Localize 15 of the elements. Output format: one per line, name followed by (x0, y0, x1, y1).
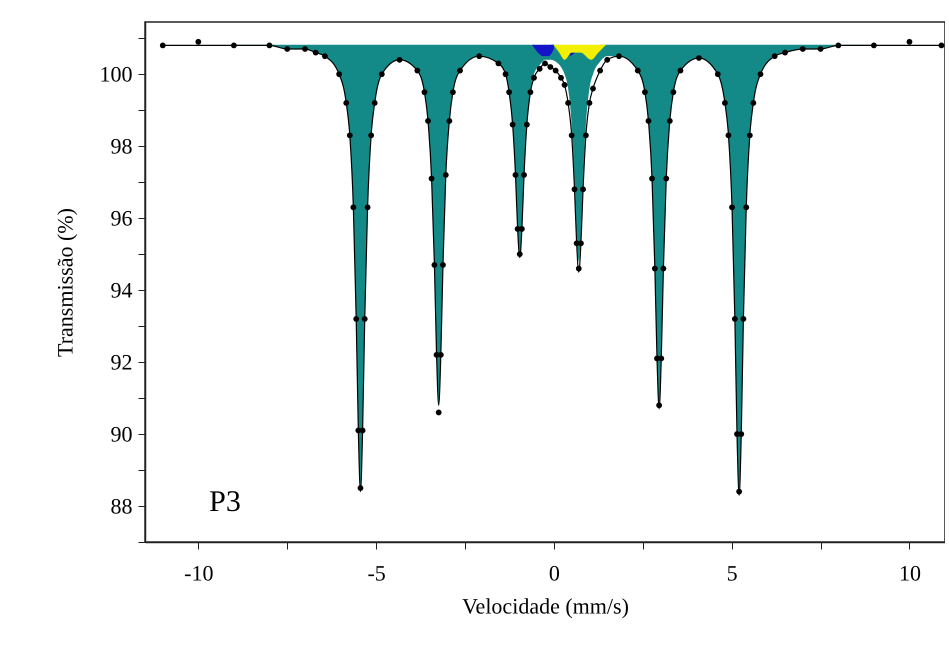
y-tick-label: 90 (110, 422, 132, 447)
y-axis-title: Transmissão (%) (52, 208, 78, 357)
x-axis-title: Velocidade (mm/s) (462, 594, 629, 618)
x-tick-label: 10 (898, 560, 921, 586)
annotation: P3 (209, 485, 241, 518)
y-tick-label: 98 (110, 134, 132, 159)
y-tick-label: 92 (110, 350, 132, 375)
y-tick-label: 94 (110, 278, 132, 303)
x-tick-label: 5 (726, 560, 738, 586)
x-tick-label: -5 (367, 560, 386, 586)
y-tick-label: 100 (100, 62, 132, 87)
y-tick-label: 96 (110, 206, 132, 231)
x-tick-label: -10 (184, 560, 214, 586)
x-tick-label: 0 (548, 560, 560, 586)
y-tick-label: 88 (110, 494, 132, 519)
